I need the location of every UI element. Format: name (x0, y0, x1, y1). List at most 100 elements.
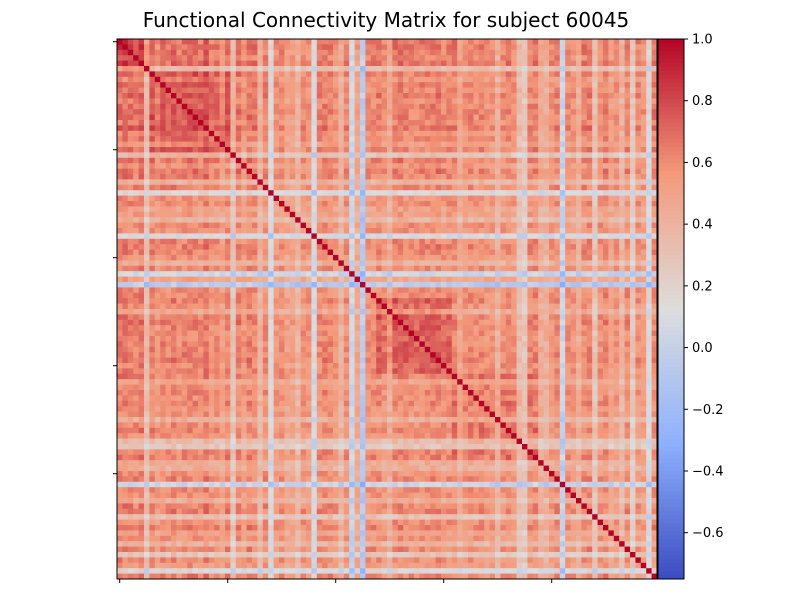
heatmap-cell (484, 163, 490, 169)
heatmap-cell (603, 201, 609, 207)
heatmap-cell (252, 228, 258, 234)
heatmap-cell (597, 141, 604, 148)
heatmap-cell (549, 163, 555, 169)
heatmap-cell (122, 260, 129, 267)
heatmap-cell (279, 179, 285, 186)
heatmap-cell (300, 141, 307, 148)
heatmap-cell (478, 298, 485, 304)
heatmap-cell (225, 152, 231, 159)
heatmap-cell (268, 55, 274, 61)
heatmap-cell (354, 141, 361, 148)
heatmap-cell (246, 222, 253, 229)
heatmap-cell (273, 141, 280, 148)
heatmap-cell (559, 217, 566, 223)
heatmap-cell (176, 141, 183, 148)
heatmap-cell (154, 76, 161, 83)
heatmap-cell (192, 265, 199, 272)
heatmap-cell (392, 255, 399, 261)
heatmap-cell (397, 163, 404, 169)
heatmap-cell (349, 44, 355, 51)
heatmap-cell (414, 282, 420, 288)
heatmap-cell (176, 174, 183, 180)
heatmap-cell (316, 276, 323, 283)
heatmap-cell (651, 292, 658, 299)
heatmap-cell (549, 55, 555, 61)
heatmap-cell (117, 233, 123, 240)
heatmap-cell (549, 93, 555, 99)
heatmap-cell (392, 287, 399, 294)
heatmap-cell (527, 282, 534, 288)
heatmap-cell (451, 147, 458, 153)
heatmap-cell (322, 125, 328, 132)
heatmap-cell (327, 238, 334, 245)
heatmap-cell (154, 141, 161, 148)
heatmap-cell (370, 238, 377, 245)
heatmap-cell (127, 298, 134, 304)
heatmap-cell (392, 39, 399, 45)
heatmap-cell (376, 201, 382, 207)
heatmap-cell (235, 103, 242, 110)
heatmap-cell (149, 298, 156, 304)
heatmap-cell (543, 152, 550, 159)
heatmap-cell (181, 71, 188, 78)
heatmap-cell (651, 163, 658, 169)
heatmap-cell (478, 190, 485, 196)
heatmap-cell (365, 244, 372, 250)
heatmap-cell (127, 195, 134, 202)
heatmap-cell (592, 282, 598, 288)
heatmap-cell (500, 141, 507, 148)
heatmap-cell (306, 303, 312, 310)
heatmap-cell (316, 174, 323, 180)
heatmap-cell (327, 303, 334, 310)
heatmap-cell (570, 190, 577, 196)
heatmap-cell (300, 66, 307, 72)
heatmap-cell (338, 66, 345, 72)
heatmap-cell (511, 103, 517, 110)
heatmap-cell (176, 98, 183, 105)
heatmap-cell (246, 76, 253, 83)
heatmap-cell (306, 228, 312, 234)
heatmap-cell (365, 201, 372, 207)
heatmap-cell (549, 217, 555, 223)
heatmap-cell (187, 152, 193, 159)
heatmap-cell (181, 136, 188, 142)
heatmap-cell (198, 66, 204, 72)
heatmap-cell (300, 163, 307, 169)
heatmap-cell (581, 206, 588, 213)
heatmap-cell (505, 103, 512, 110)
heatmap-cell (165, 303, 172, 310)
heatmap-cell (203, 152, 210, 159)
heatmap-cell (381, 49, 388, 56)
heatmap-cell (543, 233, 550, 240)
heatmap-cell (451, 249, 458, 256)
heatmap-cell (565, 298, 571, 304)
heatmap-cell (262, 195, 269, 202)
heatmap-cell (554, 244, 561, 250)
heatmap-cell (516, 49, 523, 56)
heatmap-cell (424, 120, 431, 126)
heatmap-cell (365, 228, 372, 234)
heatmap-cell (230, 109, 237, 115)
heatmap-cell (538, 244, 544, 250)
heatmap-cell (489, 157, 496, 164)
heatmap-cell (516, 98, 523, 105)
heatmap-cell (619, 76, 625, 83)
heatmap-cell (257, 201, 264, 207)
heatmap-cell (208, 114, 215, 121)
heatmap-cell (570, 168, 577, 175)
heatmap-cell (397, 82, 404, 88)
heatmap-cell (408, 103, 415, 110)
heatmap-cell (527, 206, 534, 213)
heatmap-cell (154, 147, 161, 153)
heatmap-cell (597, 184, 604, 191)
heatmap-cell (214, 249, 220, 256)
heatmap-cell (144, 82, 150, 88)
heatmap-cell (219, 93, 226, 99)
heatmap-cell (608, 228, 615, 234)
heatmap-cell (268, 98, 274, 105)
heatmap-cell (381, 201, 388, 207)
heatmap-cell (230, 201, 237, 207)
heatmap-cell (478, 271, 485, 277)
heatmap-cell (306, 103, 312, 110)
heatmap-cell (279, 255, 285, 261)
